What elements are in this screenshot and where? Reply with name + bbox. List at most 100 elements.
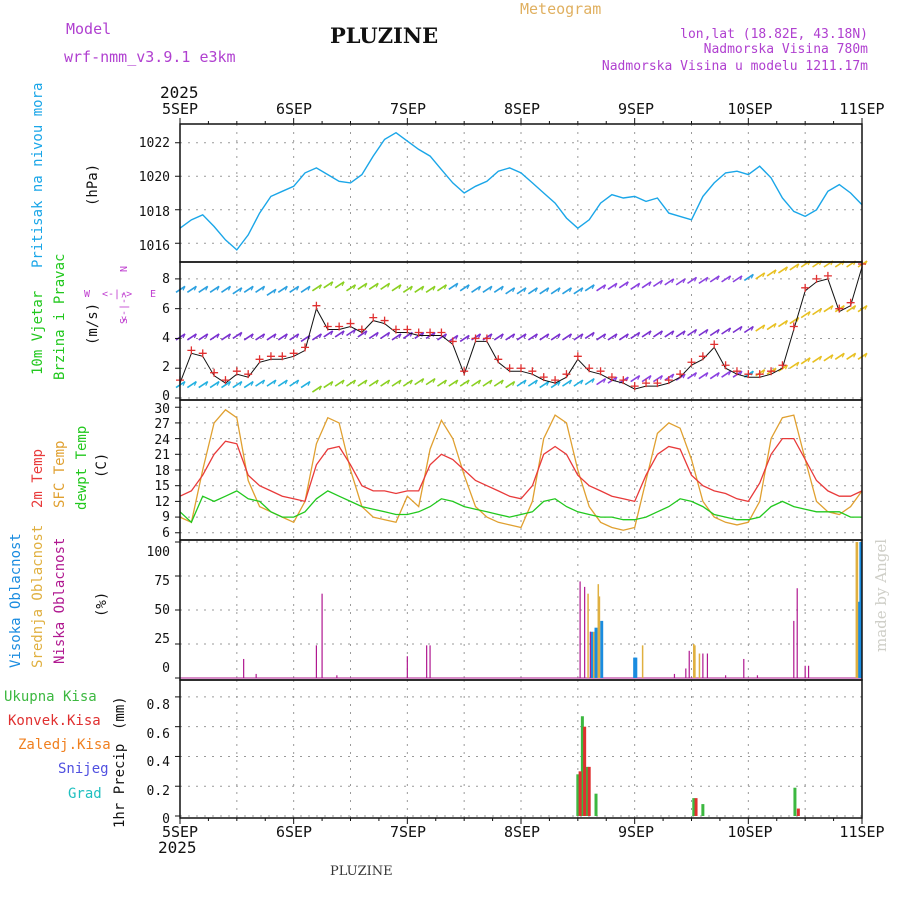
wind-barb [652,374,663,383]
watermark: made by Angel [872,539,890,652]
wind-barb-head [853,305,857,310]
compass-e: E [150,289,156,300]
wind-gust-marker [676,370,685,379]
wind-gust-marker [664,376,673,385]
precip-conv-bar [694,798,698,816]
wind-barb-head [512,287,516,293]
wind-barb [186,380,197,389]
wind-gust-marker [778,361,787,370]
wind-barb-head [523,379,527,385]
temp-unit: (C) [94,453,110,478]
wind-barb [755,272,766,280]
wind-barb-head [205,286,209,291]
wind-barb-head [693,329,698,334]
wind-barb-head [693,277,698,282]
year-top: 2025 [160,83,199,102]
panel-frame [179,261,863,401]
wind-barb [755,324,766,332]
precip-legend-total: Ukupna Kisa [4,689,97,705]
day-label: 11SEP [839,100,884,118]
wind-barb [516,287,527,295]
wind-barb-head [455,379,459,385]
wind-barb-head [284,286,288,291]
footer-title: PLUZINE [330,864,393,879]
wind-barb [346,379,356,387]
wind-barb [664,330,675,338]
wind-gust-marker [448,337,457,346]
wind-barb-head [489,333,493,339]
wind-barb-head [523,287,527,293]
wind-gust-marker [403,325,412,334]
page-title: PLUZINE [330,23,438,48]
precip-legend-conv: Konvek.Kisa [8,713,101,729]
wind-barb-head [500,333,504,339]
wind-barb [607,282,618,290]
tick-label: 75 [154,574,170,589]
wind-barb-head [796,361,800,367]
compass-n: N [119,266,130,272]
day-label: 9SEP [618,823,654,841]
tick-label: 0 [162,812,170,827]
wind-barb-head [682,278,686,284]
wind-barb-head [637,375,641,380]
day-labels-bottom: 5SEP 6SEP 7SEP 8SEP 9SEP 10SEP 11SEP [162,823,885,841]
wind-barb-head [762,369,766,374]
wind-barb-head [375,283,379,288]
wind-barb-head [762,324,766,330]
wind-barb [687,328,697,337]
cloud-high-bar [594,627,598,678]
wind-barb-head [443,333,447,339]
wind-barb-head [296,286,300,291]
wind-barb [812,307,822,316]
wind-barb [732,275,743,283]
tick-label: 21 [154,448,170,463]
wind-barb [539,287,550,295]
wind-barb-head [409,379,413,385]
wind-barb-head [557,333,561,339]
wind-barb [482,285,493,293]
cloud-low-bar [796,588,798,678]
wind-barb-head [318,385,322,391]
tick-label: 15 [154,479,170,494]
wind-gust-marker [232,367,241,376]
wind-barb [402,379,413,387]
tick-label: 6 [162,526,170,541]
wind-barb [630,282,641,290]
wind-barb-head [341,330,345,336]
wind-barb [209,380,220,389]
wind-barb-head [477,286,482,291]
wind-barb [186,333,197,341]
wind-gust-marker [426,328,435,337]
precip-conv-bar [796,808,800,816]
wind-barb [516,333,527,341]
wind-barb-head [682,373,686,379]
wind-gust-marker [562,370,571,379]
wind-barb-head [614,333,618,339]
wind-gust-marker [835,304,844,313]
wind-barb [255,379,266,387]
wind-barb-head [546,333,550,339]
wind-barb-head [307,286,311,291]
wind-barb-head [648,281,652,287]
wind-barb [425,377,436,386]
wind-barb-head [568,379,573,385]
cloud-low-bar [584,586,586,678]
wind-barb [641,330,652,338]
wind-barb [198,333,209,341]
wind-barb-head [284,379,288,385]
wind-barb-head [728,275,732,281]
precip-conv-bar [583,726,587,816]
precip-legend-snow: Snijeg [58,761,109,777]
wind-barb-head [409,286,413,291]
wind-barb [243,285,254,293]
cloud-mid-bar [587,593,589,678]
wind-barb-head [421,378,425,383]
wind-barb-head [693,372,698,377]
wind-barb [391,333,402,341]
wind-barb [493,285,504,293]
wind-gust-marker [335,322,344,331]
wind-gust-marker [789,322,798,331]
wind-barb [698,328,709,337]
wind-barb-head [341,281,345,287]
cloud-low-bar [426,645,428,678]
